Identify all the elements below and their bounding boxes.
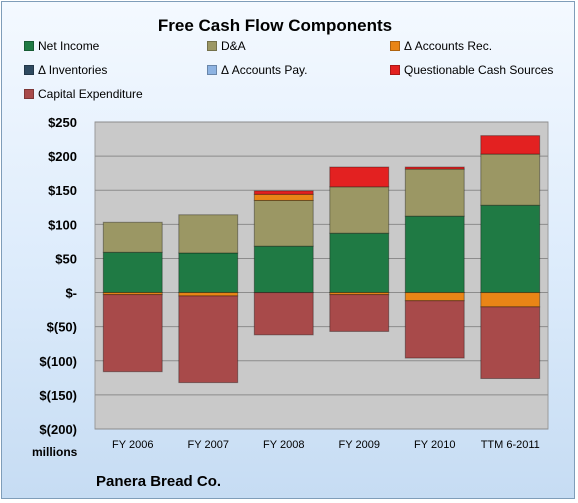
legend-item: Net Income [24, 39, 99, 53]
bar-segment [404, 292, 465, 302]
legend-item: Δ Inventories [24, 63, 107, 77]
legend-item: Capital Expenditure [24, 87, 143, 101]
bar-segment [102, 292, 163, 296]
y-tick-label: $(100) [39, 354, 77, 369]
y-tick-label: $(200) [39, 422, 77, 437]
bar-segment [253, 245, 314, 294]
company-annotation: Panera Bread Co. [96, 473, 222, 490]
legend-label: Questionable Cash Sources [404, 63, 554, 77]
bar-segment [404, 168, 465, 217]
y-tick-label: $150 [48, 183, 77, 198]
bar-segment [329, 294, 390, 332]
legend-item: Questionable Cash Sources [390, 63, 553, 77]
legend-swatch [24, 65, 34, 75]
bar-segment [480, 135, 541, 155]
legend-swatch [207, 65, 217, 75]
bar-segment [329, 292, 390, 296]
bar-segment [178, 214, 239, 254]
legend-label: Δ Inventories [38, 63, 108, 77]
bar-segment [102, 251, 163, 294]
bar-segment [178, 252, 239, 294]
legend-item: Δ Accounts Rec. [390, 39, 492, 53]
legend-item: D&A [207, 39, 246, 53]
bar-segment [102, 221, 163, 253]
x-tick-label: FY 2009 [339, 439, 380, 451]
bar-segment [102, 294, 163, 373]
y-tick-label: $- [65, 286, 77, 301]
bar-segment [480, 153, 541, 206]
legend-label: Capital Expenditure [38, 87, 143, 101]
bar-segment [178, 295, 239, 384]
legend-swatch [24, 41, 34, 51]
bar-segment [329, 166, 390, 188]
bar-segment [480, 204, 541, 294]
legend-label: D&A [221, 39, 246, 53]
bar-segment [404, 166, 465, 170]
y-tick-label: $50 [55, 251, 77, 266]
legend-label: Δ Accounts Rec. [404, 39, 493, 53]
y-tick-label: $(150) [39, 388, 77, 403]
bar-segment [253, 193, 314, 201]
legend-swatch [207, 41, 217, 51]
bar-segment [253, 190, 314, 195]
x-tick-label: FY 2006 [112, 439, 153, 451]
bar-segment [480, 306, 541, 380]
y-tick-label: $(50) [47, 320, 77, 335]
legend-label: Δ Accounts Pay. [221, 63, 308, 77]
x-tick-label: FY 2007 [188, 439, 229, 451]
x-tick-label: TTM 6-2011 [481, 439, 540, 451]
y-tick-label: $200 [48, 149, 77, 164]
unit-label: millions [32, 445, 78, 459]
chart-title: Free Cash Flow Components [157, 16, 393, 35]
bar-segment [253, 199, 314, 247]
legend-swatch [390, 41, 400, 51]
x-tick-label: FY 2008 [263, 439, 304, 451]
bar-segment [329, 186, 390, 234]
legend-swatch [24, 89, 34, 99]
bar-segment [329, 232, 390, 294]
legend-swatch [390, 65, 400, 75]
plot-background [94, 121, 549, 430]
bar-segment [404, 215, 465, 294]
x-tick-label: FY 2010 [414, 439, 455, 451]
y-tick-label: $100 [48, 217, 77, 232]
bar-segment [480, 292, 541, 308]
legend-label: Net Income [38, 39, 100, 53]
legend-item: Δ Accounts Pay. [207, 63, 308, 77]
bar-segment [253, 292, 314, 336]
bar-segment [178, 292, 239, 297]
bar-segment [404, 300, 465, 359]
y-tick-label: $250 [48, 115, 77, 130]
chart-legend: Net Income D&A Δ Accounts Rec. Δ Inventorie… [24, 39, 569, 109]
